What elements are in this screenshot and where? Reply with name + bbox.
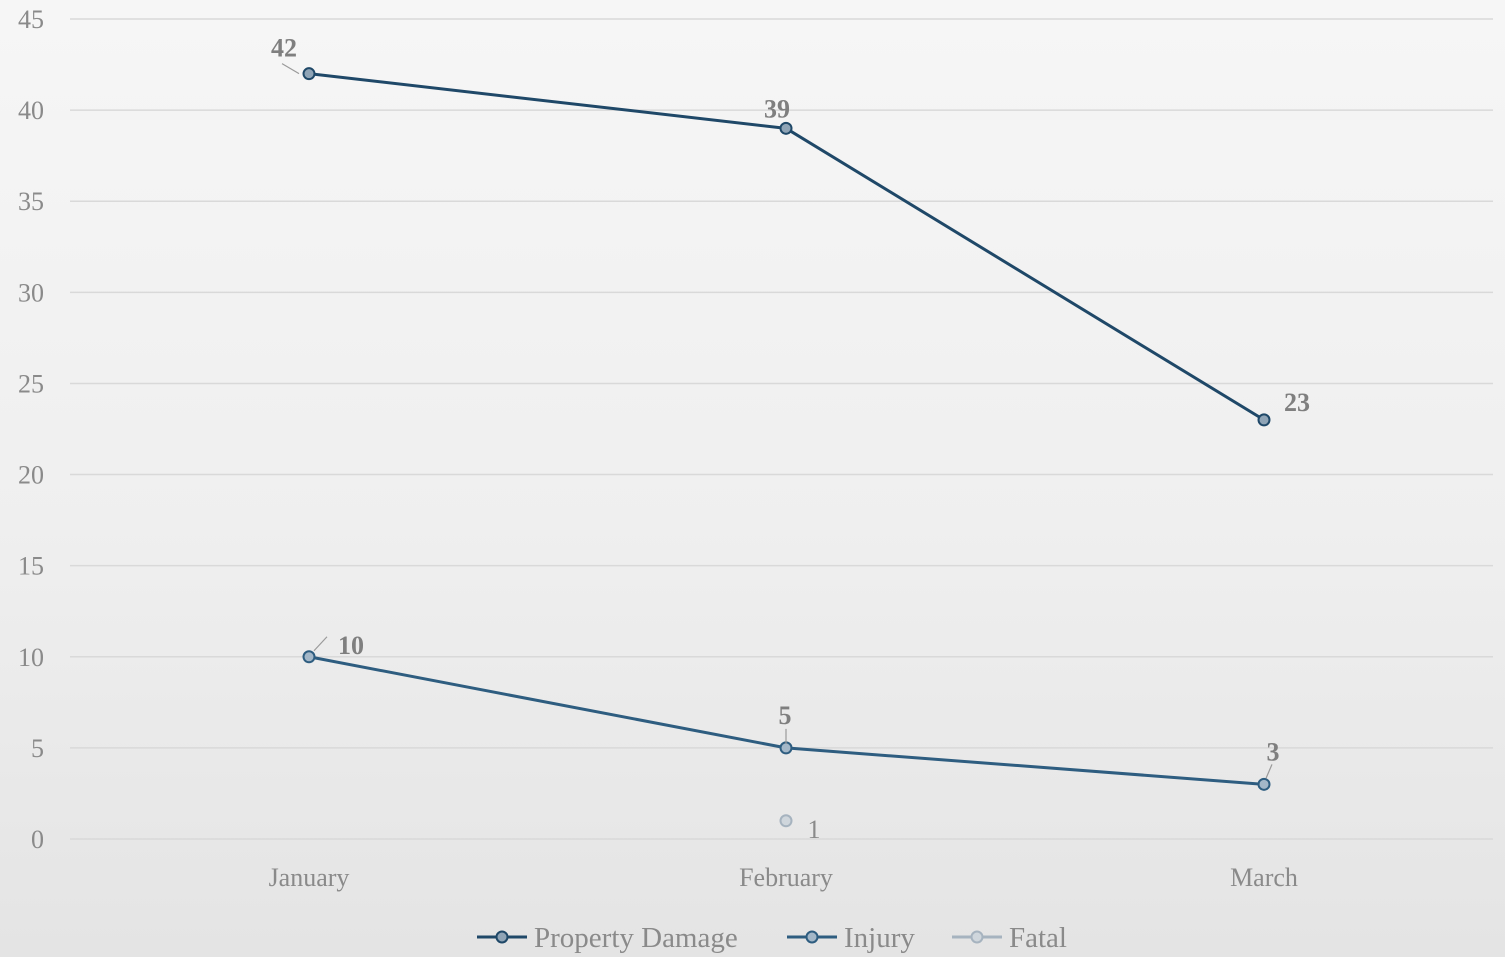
point-injury-march bbox=[1257, 777, 1271, 791]
x-tick-label-january: January bbox=[269, 863, 350, 892]
point-fatal-february bbox=[779, 814, 793, 828]
x-tick-label-march: March bbox=[1230, 863, 1298, 892]
y-tick-label-35: 35 bbox=[18, 187, 44, 216]
leader-line-property-damage-january bbox=[281, 63, 300, 75]
legend-item-fatal: Fatal bbox=[952, 922, 1067, 954]
leader-line-injury-january bbox=[313, 636, 328, 652]
y-tick-label-25: 25 bbox=[18, 369, 44, 398]
y-tick-label-10: 10 bbox=[18, 643, 44, 672]
x-tick-label-february: February bbox=[739, 863, 833, 892]
series-injury bbox=[302, 650, 1271, 791]
legend-marker-injury bbox=[805, 930, 819, 944]
data-label-injury-january: 10 bbox=[338, 631, 364, 660]
legend-label-injury: Injury bbox=[844, 922, 915, 954]
series-property-damage bbox=[302, 67, 1271, 427]
legend-item-property-damage: Property Damage bbox=[477, 922, 738, 954]
x-axis: January February March bbox=[269, 863, 1298, 892]
y-tick-label-45: 45 bbox=[18, 5, 44, 34]
y-tick-label-0: 0 bbox=[31, 825, 44, 854]
data-label-property-damage-january: 42 bbox=[271, 34, 297, 63]
legend-label-fatal: Fatal bbox=[1009, 922, 1067, 954]
legend-marker-property-damage bbox=[495, 930, 509, 944]
point-property-damage-february bbox=[779, 121, 793, 135]
point-property-damage-january bbox=[302, 67, 316, 81]
series-fatal bbox=[779, 814, 793, 828]
y-tick-label-5: 5 bbox=[31, 734, 44, 763]
legend-item-injury: Injury bbox=[787, 922, 915, 954]
data-label-property-damage-march: 23 bbox=[1284, 388, 1310, 417]
legend-marker-fatal bbox=[970, 930, 984, 944]
y-tick-label-40: 40 bbox=[18, 96, 44, 125]
data-label-injury-february: 5 bbox=[779, 701, 792, 730]
legend-label-property-damage: Property Damage bbox=[534, 922, 738, 954]
data-label-property-damage-february: 39 bbox=[764, 94, 790, 123]
point-injury-february bbox=[779, 741, 793, 755]
data-label-fatal-february: 1 bbox=[808, 815, 821, 844]
data-label-injury-march: 3 bbox=[1267, 737, 1280, 766]
point-property-damage-march bbox=[1257, 413, 1271, 427]
point-injury-january bbox=[302, 650, 316, 664]
series-layer bbox=[302, 67, 1271, 828]
legend: Property Damage Injury Fatal bbox=[477, 922, 1067, 954]
data-labels: 42 39 23 10 5 3 1 bbox=[271, 34, 1310, 844]
leader-line-injury-march bbox=[1265, 764, 1273, 779]
y-tick-label-15: 15 bbox=[18, 552, 44, 581]
y-axis: 0 5 10 15 20 25 30 35 40 45 bbox=[18, 5, 44, 854]
y-tick-label-30: 30 bbox=[18, 278, 44, 307]
y-tick-label-20: 20 bbox=[18, 461, 44, 490]
